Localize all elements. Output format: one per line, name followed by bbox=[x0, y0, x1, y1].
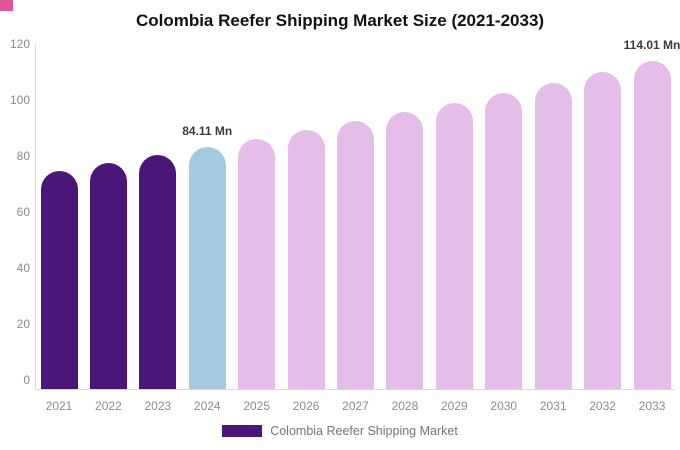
y-axis-tick-label-40: 40 bbox=[16, 261, 30, 275]
x-axis-tick-label-2022: 2022 bbox=[95, 399, 122, 413]
chart-title: Colombia Reefer Shipping Market Size (20… bbox=[135, 11, 545, 30]
bar-2032[interactable] bbox=[584, 72, 622, 389]
corner-mark bbox=[0, 0, 13, 11]
x-axis-tick-label-2033: 2033 bbox=[638, 399, 666, 413]
x-axis-tick-label-2029: 2029 bbox=[441, 399, 468, 413]
x-axis-tick-label-2032: 2032 bbox=[589, 399, 616, 413]
legend-label: Colombia Reefer Shipping Market bbox=[270, 424, 458, 438]
y-axis-tick-label-120: 120 bbox=[9, 37, 30, 51]
y-axis-tick-label-20: 20 bbox=[16, 317, 30, 331]
y-axis-tick-label-0: 0 bbox=[23, 373, 30, 387]
bar-2029[interactable] bbox=[435, 102, 473, 389]
x-axis-tick-label-2024: 2024 bbox=[193, 399, 221, 413]
legend-swatch bbox=[222, 425, 263, 437]
bar-value-label-2033: 114.01 Mn bbox=[623, 38, 680, 53]
x-axis-tick-label-2026: 2026 bbox=[292, 399, 320, 413]
bar-2021[interactable] bbox=[40, 170, 78, 389]
bar-2022[interactable] bbox=[89, 163, 127, 389]
y-axis-tick-label-60: 60 bbox=[16, 205, 30, 219]
bar-2026[interactable] bbox=[287, 130, 325, 389]
bar-2027[interactable] bbox=[337, 121, 375, 389]
x-axis-tick-label-2027: 2027 bbox=[342, 399, 369, 413]
x-axis-tick-label-2028: 2028 bbox=[391, 399, 419, 413]
x-axis-tick-label-2025: 2025 bbox=[243, 399, 271, 413]
y-axis-tick-label-100: 100 bbox=[9, 93, 30, 107]
bar-2024[interactable] bbox=[188, 147, 226, 389]
bar-2028[interactable] bbox=[386, 112, 424, 389]
bar-2030[interactable] bbox=[485, 92, 523, 389]
bar-value-label-2024: 84.11 Mn bbox=[182, 124, 233, 139]
x-axis-tick-label-2023: 2023 bbox=[144, 399, 172, 413]
bar-2031[interactable] bbox=[534, 82, 572, 389]
x-axis-tick-label-2021: 2021 bbox=[45, 399, 73, 413]
bar-2023[interactable] bbox=[139, 155, 177, 389]
y-axis-tick-label-80: 80 bbox=[16, 149, 30, 163]
bar-2033[interactable] bbox=[633, 61, 671, 389]
bar-2025[interactable] bbox=[238, 138, 276, 389]
legend[interactable]: Colombia Reefer Shipping Market bbox=[0, 424, 680, 438]
x-axis-line bbox=[35, 389, 674, 390]
x-axis-tick-label-2031: 2031 bbox=[539, 399, 567, 413]
y-axis-line bbox=[35, 44, 36, 389]
x-axis-tick-label-2030: 2030 bbox=[490, 399, 518, 413]
